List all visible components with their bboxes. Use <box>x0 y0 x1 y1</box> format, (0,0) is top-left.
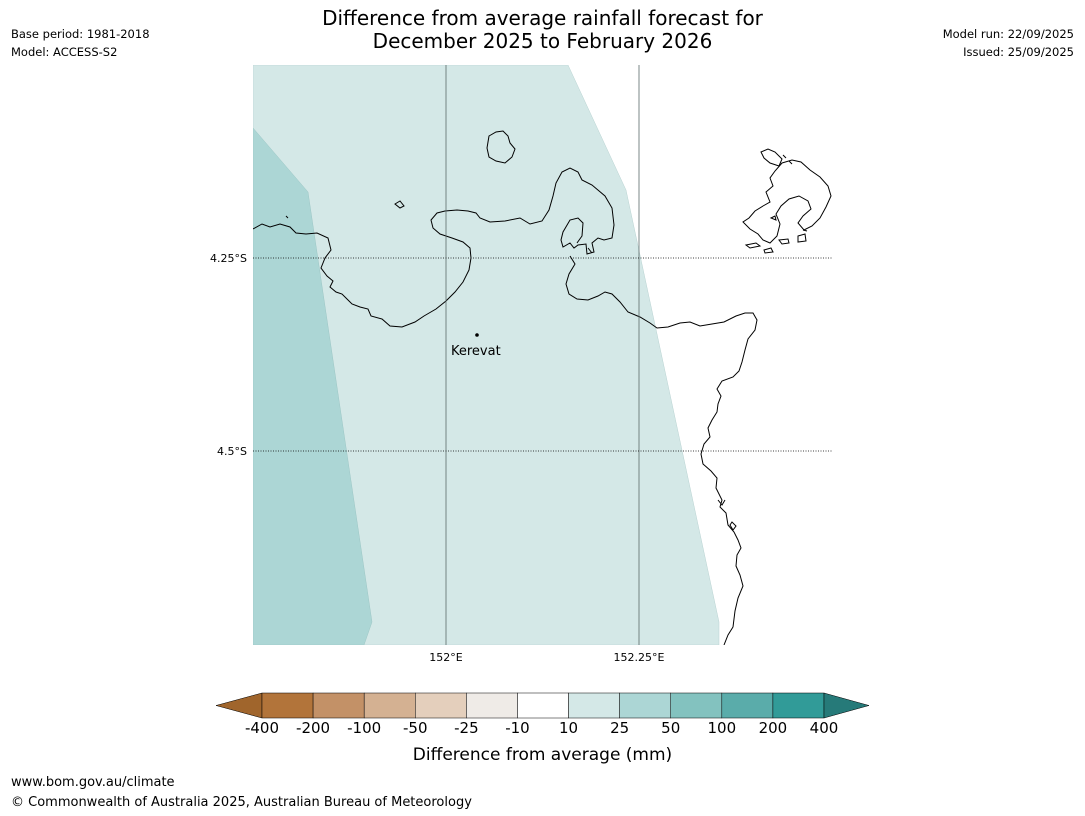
map-area <box>253 65 832 645</box>
colorbar-tick-label: -10 <box>505 719 530 737</box>
colorbar-tick-label: -25 <box>454 719 479 737</box>
colorbar <box>215 692 870 719</box>
lon-label-152: 152°E <box>429 651 462 664</box>
colorbar-title: Difference from average (mm) <box>412 745 673 765</box>
colorbar-tick-label: 25 <box>610 719 630 737</box>
colorbar-segment <box>670 692 723 719</box>
colorbar-segment <box>261 692 314 719</box>
colorbar-tick-label: -400 <box>244 719 280 737</box>
colorbar-extend-low <box>215 692 263 719</box>
gridlines <box>253 65 832 645</box>
model-text: Model: ACCESS-S2 <box>11 45 118 59</box>
colorbar-tick-label: 400 <box>809 719 839 737</box>
colorbar-segment <box>721 692 774 719</box>
metadata-right: Model run: 22/09/2025 Issued: 25/09/2025 <box>943 25 1074 61</box>
colorbar-segment <box>312 692 365 719</box>
band-10-25-region <box>253 65 720 645</box>
kerevat-marker <box>475 333 479 337</box>
coastline <box>253 130 832 645</box>
issued-text: Issued: 25/09/2025 <box>963 45 1074 59</box>
title-line-1: Difference from average rainfall forecas… <box>322 6 763 30</box>
colorbar-tick-label: 100 <box>707 719 737 737</box>
lat-label-4-5: 4.5°S <box>217 445 247 458</box>
colorbar-segment <box>772 692 825 719</box>
colorbar-tick-label: 50 <box>661 719 681 737</box>
colorbar-tick-label: -50 <box>403 719 428 737</box>
colorbar-segment <box>568 692 620 719</box>
band-25-50-region <box>253 127 373 645</box>
colorbar-tick-label: -100 <box>347 719 382 737</box>
colorbar-tick-label: 10 <box>558 719 579 737</box>
lat-label-4-25: 4.25°S <box>210 252 247 265</box>
footer-url: www.bom.gov.au/climate <box>11 775 175 790</box>
colorbar-tick-label: 200 <box>758 719 788 737</box>
colorbar-segment <box>517 692 569 719</box>
footer-copyright: © Commonwealth of Australia 2025, Austra… <box>11 795 472 810</box>
lon-label-152-25: 152.25°E <box>614 651 665 664</box>
base-period-text: Base period: 1981-2018 <box>11 27 150 41</box>
colorbar-labels: -400 -200 -100 -50 -25 -10 10 25 50 100 200 400 <box>0 719 1085 739</box>
colorbar-segment <box>466 692 518 719</box>
colorbar-tick-label: -200 <box>296 719 331 737</box>
model-run-text: Model run: 22/09/2025 <box>942 27 1074 41</box>
colorbar-segment <box>619 692 671 719</box>
colorbar-extend-high <box>823 692 870 719</box>
title-line-2: December 2025 to February 2026 <box>372 29 713 53</box>
place-label-kerevat: Kerevat <box>451 344 501 359</box>
colorbar-segment <box>415 692 467 719</box>
map-title: Difference from average rainfall forecas… <box>0 7 1085 53</box>
metadata-left: Base period: 1981-2018 Model: ACCESS-S2 <box>11 25 150 61</box>
colorbar-segment <box>363 692 416 719</box>
